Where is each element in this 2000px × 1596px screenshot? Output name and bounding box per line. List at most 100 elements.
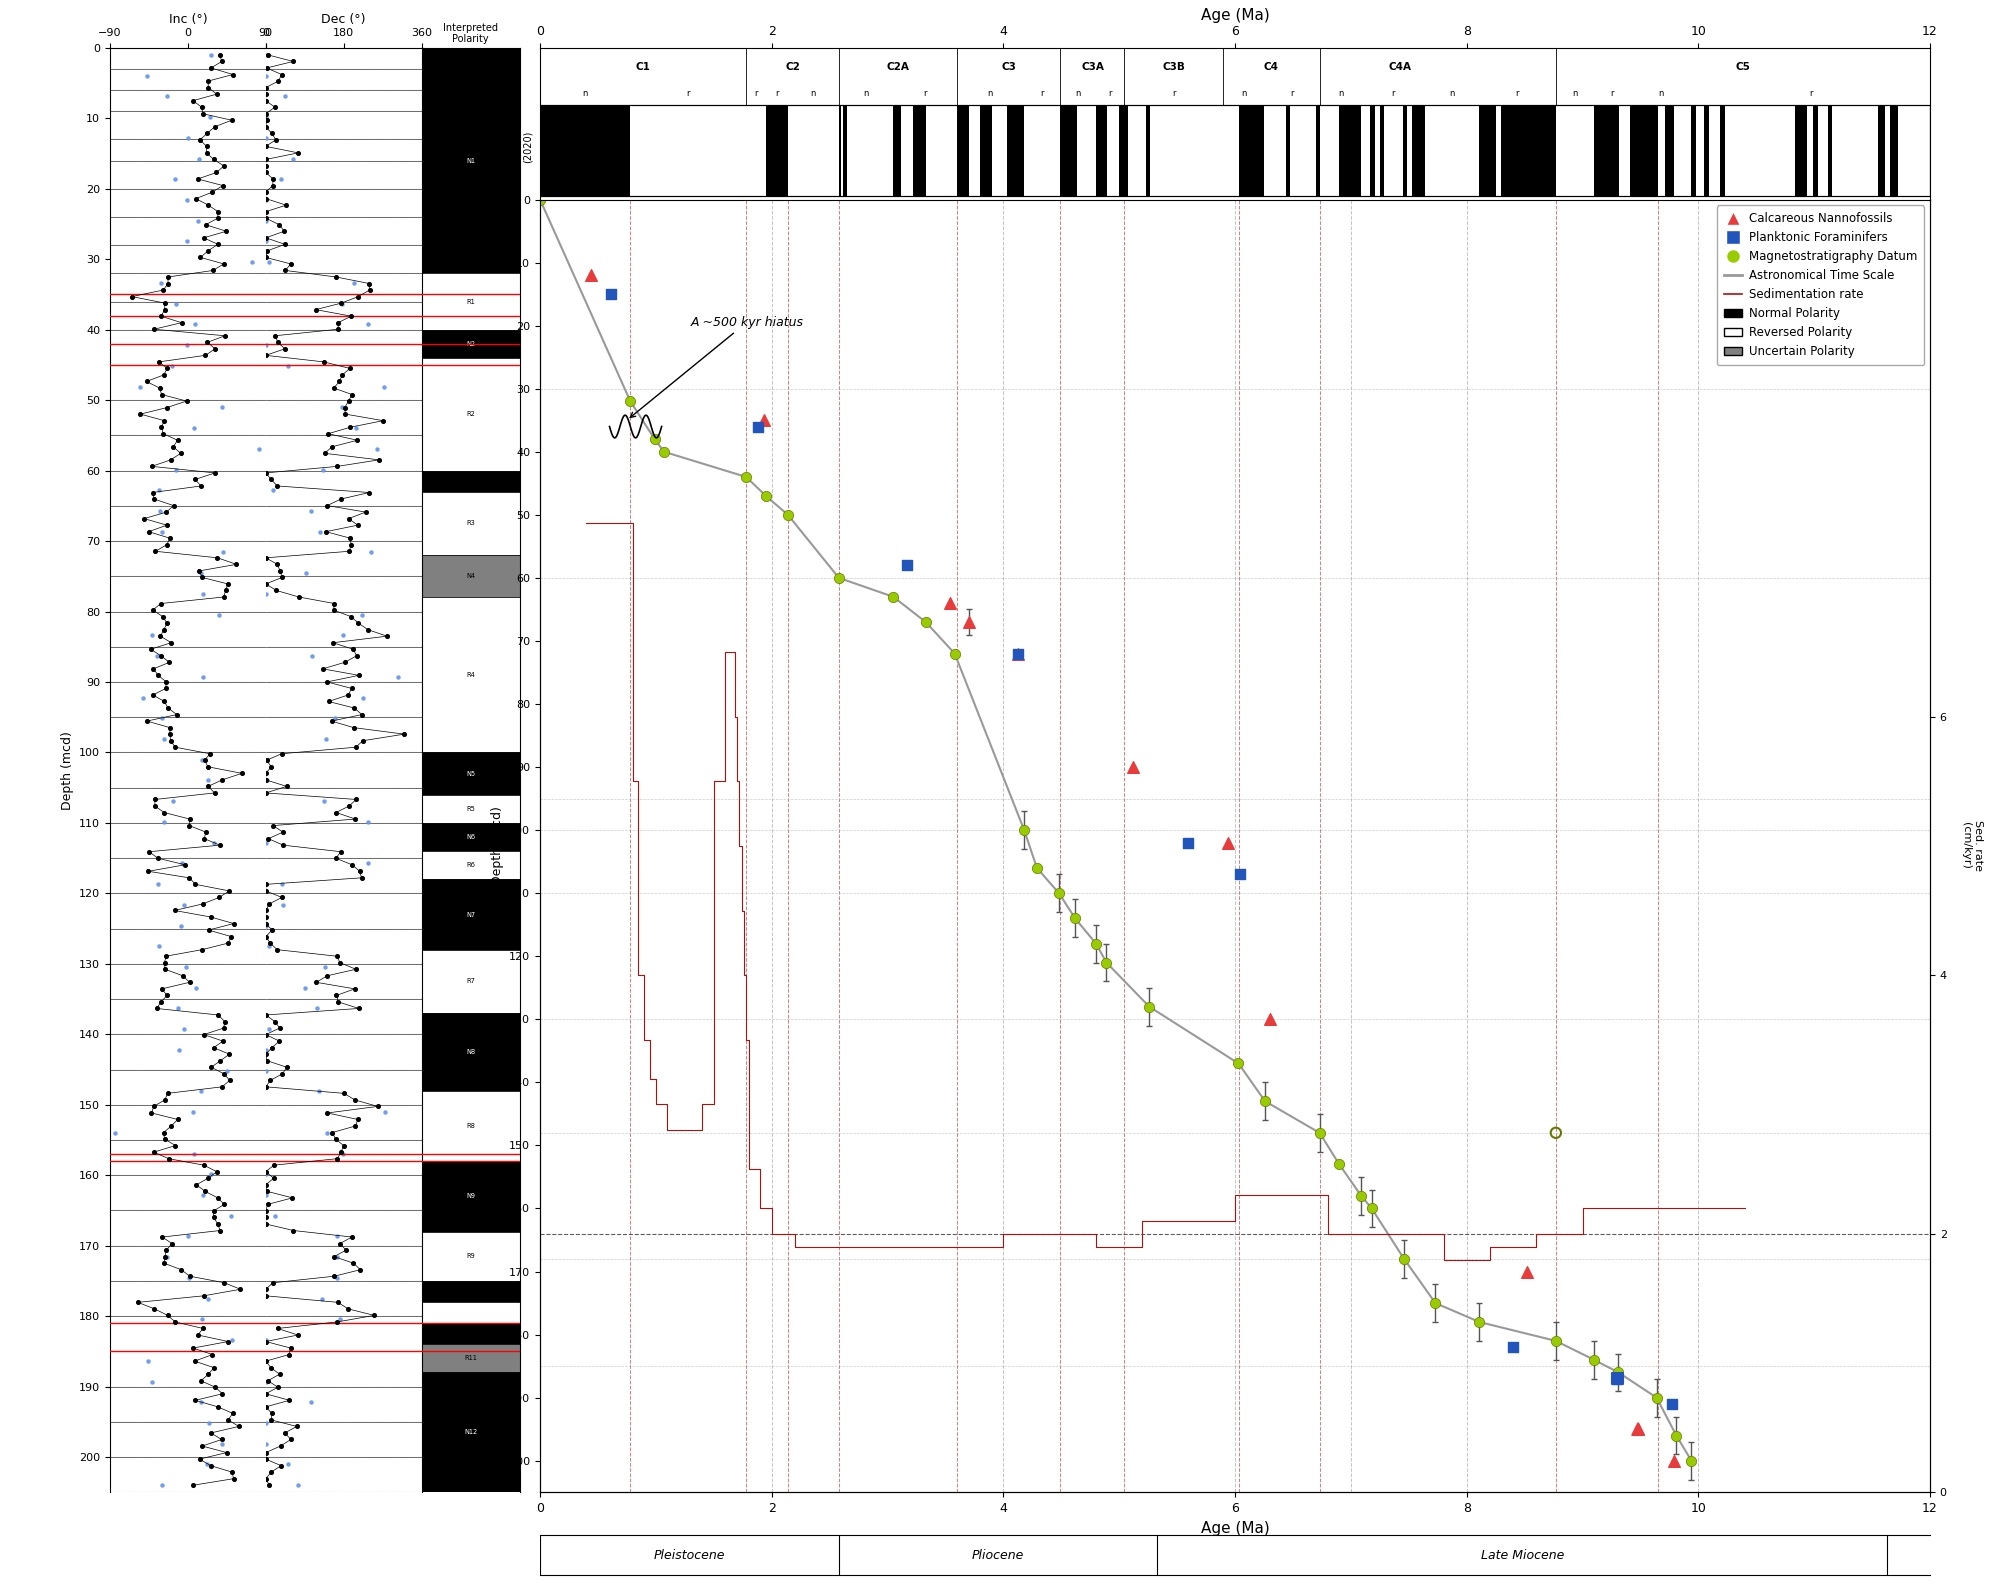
Point xyxy=(250,1205,282,1231)
Text: R1: R1 xyxy=(466,298,476,305)
Point xyxy=(216,1328,248,1353)
Point xyxy=(148,362,180,388)
Bar xyxy=(422,1323,520,1344)
Point xyxy=(266,166,298,192)
Point xyxy=(308,788,340,814)
Bar xyxy=(956,105,968,196)
Point xyxy=(302,1079,334,1104)
Point xyxy=(220,552,252,578)
Point xyxy=(260,578,292,603)
Point xyxy=(336,531,368,557)
Bar xyxy=(422,824,520,851)
Point xyxy=(250,88,282,113)
Point xyxy=(138,487,170,512)
Point xyxy=(144,375,176,401)
Point xyxy=(156,1114,188,1140)
Point xyxy=(146,415,178,440)
Point xyxy=(206,1427,238,1452)
Point xyxy=(256,1459,288,1484)
Point xyxy=(310,669,342,694)
Calcareous Nannofossils xyxy=(1118,755,1150,780)
Text: n: n xyxy=(810,89,816,97)
Point xyxy=(146,1473,178,1499)
Calcareous Nannofossils xyxy=(1212,830,1244,855)
Point xyxy=(142,846,174,871)
Point xyxy=(138,1296,170,1321)
Point xyxy=(192,1361,224,1387)
Text: N12: N12 xyxy=(464,1430,478,1435)
Point xyxy=(182,166,214,192)
Point xyxy=(250,147,282,172)
Point xyxy=(204,1218,236,1243)
Calcareous Nannofossils xyxy=(1658,1448,1690,1473)
Point xyxy=(152,271,184,297)
Point xyxy=(184,244,216,270)
Point xyxy=(290,560,322,586)
Point xyxy=(186,891,218,916)
Point xyxy=(250,1277,282,1302)
Point xyxy=(196,1342,228,1368)
Point xyxy=(202,1002,234,1028)
Point xyxy=(152,1302,184,1328)
Point xyxy=(268,819,300,844)
Point xyxy=(342,662,374,688)
Bar xyxy=(422,597,520,752)
Text: R4: R4 xyxy=(466,672,476,678)
Point xyxy=(350,500,382,525)
Point xyxy=(332,506,364,531)
Point xyxy=(148,809,180,835)
Bar xyxy=(1060,105,1076,196)
Point xyxy=(332,388,364,413)
Point xyxy=(340,956,372,982)
Point xyxy=(148,421,180,447)
Bar xyxy=(422,1302,520,1323)
Point xyxy=(342,284,374,310)
Point xyxy=(198,1205,230,1231)
Point xyxy=(274,1336,306,1361)
Point xyxy=(134,637,166,662)
Point xyxy=(250,924,282,950)
Magnetostratigraphy Datum xyxy=(1602,1360,1634,1385)
Planktonic Foraminifers xyxy=(1002,640,1034,666)
Point xyxy=(338,1087,370,1112)
Point xyxy=(148,1120,180,1146)
Point xyxy=(148,1127,180,1152)
Point xyxy=(188,747,220,772)
Point xyxy=(362,436,394,461)
Point xyxy=(166,1258,198,1283)
Point xyxy=(186,1433,218,1459)
Point xyxy=(166,962,198,988)
Point xyxy=(194,41,226,67)
Point xyxy=(186,1315,218,1341)
Point xyxy=(316,709,348,734)
Planktonic Foraminifers xyxy=(594,281,626,306)
Point xyxy=(320,1245,352,1270)
Point xyxy=(202,1393,234,1419)
Point xyxy=(300,996,332,1021)
Point xyxy=(202,1211,234,1237)
Point xyxy=(116,284,148,310)
Point xyxy=(250,1037,282,1063)
Point xyxy=(192,753,224,779)
Point xyxy=(194,1452,226,1478)
Point xyxy=(200,337,232,362)
Bar xyxy=(422,1232,520,1282)
Point xyxy=(320,983,352,1009)
Point xyxy=(200,460,232,485)
Text: Pleistocene: Pleistocene xyxy=(654,1548,726,1562)
Magnetostratigraphy Datum xyxy=(648,439,680,464)
Point xyxy=(216,1401,248,1427)
Point xyxy=(250,1349,282,1374)
Point xyxy=(170,228,202,254)
Point xyxy=(138,787,170,812)
Point xyxy=(156,630,188,656)
Point xyxy=(136,597,168,622)
Point xyxy=(312,421,344,447)
Text: n: n xyxy=(988,89,994,97)
Point xyxy=(152,1080,184,1106)
Bar xyxy=(1502,105,1556,196)
Point xyxy=(250,56,282,81)
Point xyxy=(200,1159,232,1184)
Text: r: r xyxy=(1808,89,1812,97)
Point xyxy=(150,531,182,557)
